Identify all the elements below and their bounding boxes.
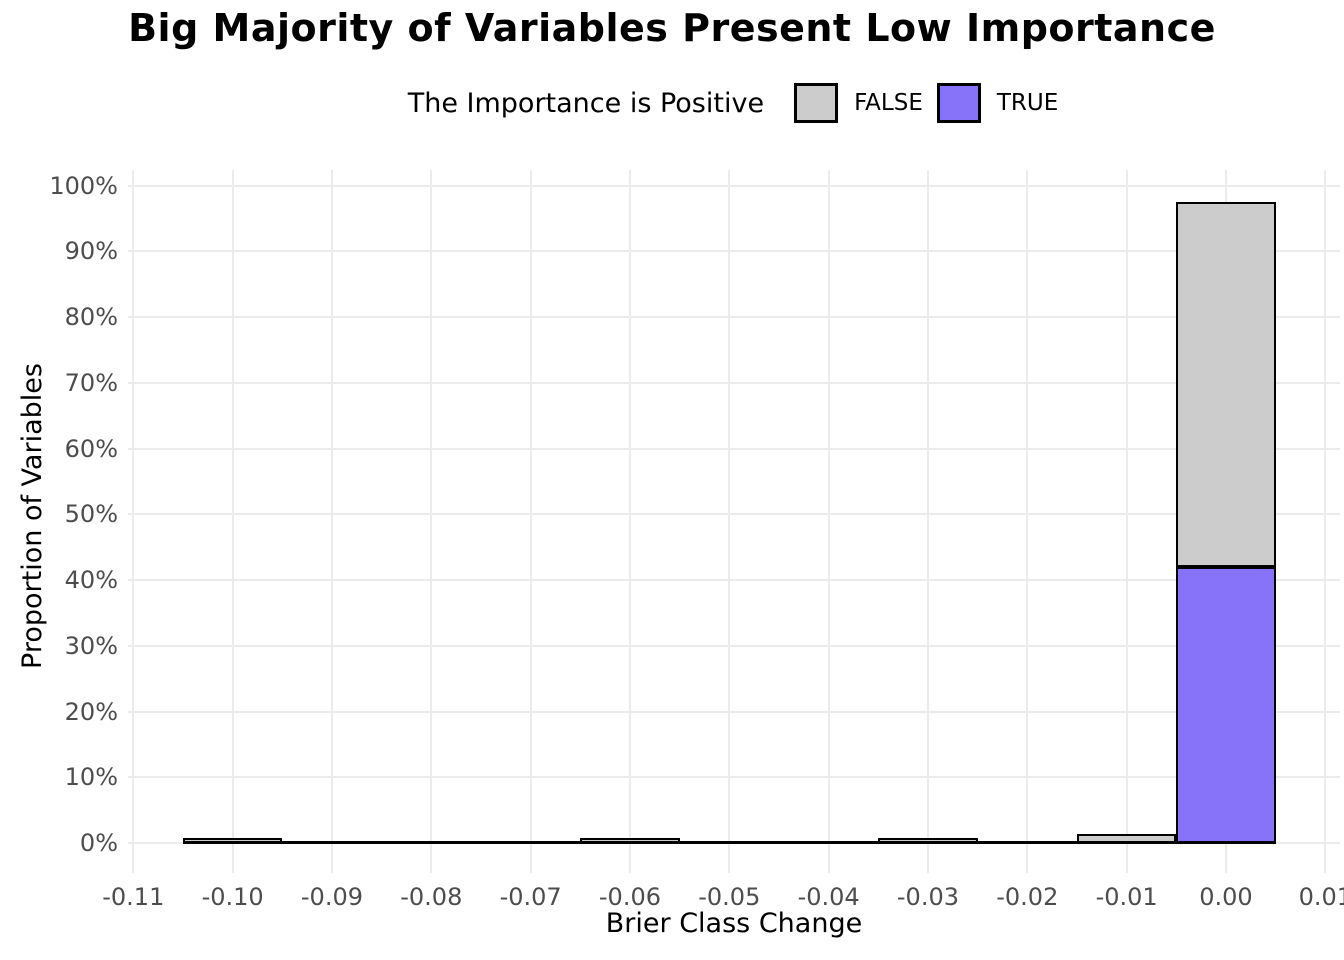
legend-item-true: TRUE	[936, 83, 1059, 123]
gridline-vertical	[728, 170, 731, 873]
bar-0.00-false	[1176, 201, 1276, 567]
bar--0.01-false	[1076, 833, 1177, 844]
x-tick-label--0.08: -0.08	[400, 883, 463, 911]
gridline-horizontal	[128, 579, 1340, 582]
gridline-vertical	[231, 170, 234, 873]
gridline-horizontal	[128, 184, 1340, 187]
x-tick-label--0.03: -0.03	[896, 883, 959, 911]
legend-swatch-false	[794, 83, 839, 123]
x-tick-label--0.04: -0.04	[797, 883, 860, 911]
gridline-vertical	[1026, 170, 1029, 873]
x-tick-label--0.05: -0.05	[698, 883, 761, 911]
gridline-horizontal	[128, 776, 1340, 779]
y-tick-label-0%: 0%	[79, 829, 118, 858]
y-tick-label-60%: 60%	[64, 434, 118, 463]
y-tick-label-100%: 100%	[49, 171, 118, 200]
gridline-horizontal	[128, 644, 1340, 647]
bar--0.06-false	[580, 837, 680, 844]
gridline-vertical	[529, 170, 532, 873]
bar--0.03-false	[878, 837, 978, 844]
x-tick-label--0.10: -0.10	[201, 883, 264, 911]
histogram-baseline-outline	[182, 840, 1276, 844]
gridline-horizontal	[128, 250, 1340, 253]
x-tick-label--0.11: -0.11	[102, 883, 165, 911]
gridline-vertical	[132, 170, 135, 873]
x-axis-title: Brier Class Change	[605, 908, 863, 939]
gridline-vertical	[430, 170, 433, 873]
y-tick-label-20%: 20%	[64, 697, 118, 726]
x-tick-label--0.09: -0.09	[300, 883, 363, 911]
gridline-horizontal	[128, 710, 1340, 713]
y-tick-label-70%: 70%	[64, 368, 118, 397]
legend-swatch-true	[936, 83, 981, 123]
bar-0.00-true	[1176, 566, 1276, 844]
legend-title: The Importance is Positive	[407, 87, 765, 119]
x-tick-label--0.07: -0.07	[499, 883, 562, 911]
x-tick-label-0.00: 0.00	[1199, 883, 1253, 911]
y-tick-label-80%: 80%	[64, 303, 118, 332]
y-tick-label-90%: 90%	[64, 237, 118, 266]
gridline-horizontal	[128, 447, 1340, 450]
gridline-vertical	[926, 170, 929, 873]
y-tick-label-40%: 40%	[64, 566, 118, 595]
legend-item-false: FALSE	[794, 83, 923, 123]
legend-label-false: FALSE	[854, 90, 923, 116]
gridline-vertical	[1125, 170, 1128, 873]
gridline-horizontal	[128, 316, 1340, 319]
gridline-horizontal	[128, 513, 1340, 516]
x-tick-label--0.01: -0.01	[1095, 883, 1158, 911]
gridline-vertical	[1324, 170, 1327, 873]
x-tick-label--0.02: -0.02	[996, 883, 1059, 911]
y-tick-label-30%: 30%	[64, 631, 118, 660]
gridline-vertical	[827, 170, 830, 873]
y-tick-label-10%: 10%	[64, 763, 118, 792]
gridline-horizontal	[128, 381, 1340, 384]
bar--0.10-false	[182, 837, 283, 844]
chart-title: Big Majority of Variables Present Low Im…	[128, 6, 1216, 50]
gridline-vertical	[628, 170, 631, 873]
gridline-vertical	[330, 170, 333, 873]
legend-label-true: TRUE	[996, 90, 1059, 116]
x-tick-label-0.01: 0.01	[1298, 883, 1344, 911]
legend: The Importance is Positive FALSE TRUE	[122, 80, 1344, 126]
y-tick-label-50%: 50%	[64, 500, 118, 529]
x-tick-label--0.06: -0.06	[598, 883, 661, 911]
